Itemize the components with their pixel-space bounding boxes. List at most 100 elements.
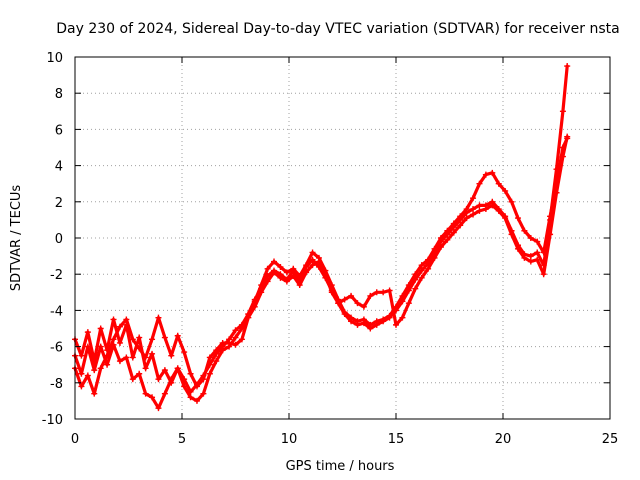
data-point — [527, 258, 534, 265]
data-point — [97, 325, 104, 332]
data-point — [200, 376, 207, 383]
data-point — [290, 267, 297, 274]
data-point — [470, 211, 477, 218]
data-point — [418, 274, 425, 281]
data-point — [412, 285, 419, 292]
data-point — [161, 390, 168, 397]
data-point — [399, 314, 406, 321]
data-point — [187, 394, 194, 401]
data-point — [457, 222, 464, 229]
data-point — [84, 372, 91, 379]
data-point — [564, 63, 571, 70]
data-point — [271, 258, 278, 265]
data-point — [213, 358, 220, 365]
data-point — [123, 354, 130, 361]
data-point — [206, 370, 213, 377]
data-point — [155, 314, 162, 321]
data-point — [232, 341, 239, 348]
data-point — [367, 325, 374, 332]
data-point — [303, 263, 310, 270]
data-point — [232, 334, 239, 341]
data-point — [78, 383, 85, 390]
data-point — [328, 289, 335, 296]
data-point — [348, 292, 355, 299]
data-point — [482, 206, 489, 213]
data-point — [405, 300, 412, 307]
data-point — [425, 265, 432, 272]
data-point — [521, 254, 528, 261]
data-point — [534, 256, 541, 263]
data-point — [508, 231, 515, 238]
data-point — [110, 336, 117, 343]
data-point — [84, 329, 91, 336]
x-tick-label: 5 — [178, 432, 186, 447]
y-tick-label: -6 — [50, 341, 63, 356]
data-point — [149, 350, 156, 357]
grid — [75, 57, 610, 419]
data-point — [226, 339, 233, 346]
data-point — [283, 269, 290, 276]
data-point — [373, 289, 380, 296]
data-point — [78, 370, 85, 377]
series-line-track-2 — [73, 64, 569, 410]
x-tick-label: 10 — [281, 432, 298, 447]
data-point — [437, 244, 444, 251]
x-tick-label: 15 — [388, 432, 405, 447]
x-tick-label: 0 — [71, 432, 79, 447]
data-point — [521, 227, 528, 234]
data-point — [502, 215, 509, 222]
y-tick-label: 0 — [55, 232, 63, 247]
y-axis-label: SDTVAR / TECUs — [9, 185, 24, 292]
data-point — [136, 345, 143, 352]
data-point — [322, 271, 329, 278]
data-point — [559, 153, 566, 160]
data-point — [142, 365, 149, 372]
y-tick-label: 4 — [55, 160, 63, 175]
data-point — [547, 231, 554, 238]
data-point — [296, 282, 303, 289]
data-point — [444, 231, 451, 238]
data-point — [91, 367, 98, 374]
data-point — [309, 256, 316, 263]
data-point — [354, 321, 361, 328]
data-point — [149, 336, 156, 343]
data-point — [418, 267, 425, 274]
data-point — [232, 327, 239, 334]
data-point — [161, 334, 168, 341]
data-point — [200, 390, 207, 397]
data-point — [564, 133, 571, 140]
data-point — [476, 180, 483, 187]
data-point — [463, 209, 470, 216]
data-point — [341, 311, 348, 318]
data-point — [553, 166, 560, 173]
y-tick-label: 8 — [55, 87, 63, 102]
data-point — [78, 352, 85, 359]
x-tick-label: 20 — [495, 432, 512, 447]
data-point — [489, 202, 496, 209]
data-point — [553, 189, 560, 196]
data-point — [463, 215, 470, 222]
data-point — [161, 367, 168, 374]
x-tick-label: 25 — [602, 432, 619, 447]
data-point — [277, 263, 284, 270]
data-point — [341, 296, 348, 303]
data-point — [335, 300, 342, 307]
data-point — [437, 238, 444, 245]
data-point — [219, 339, 226, 346]
data-point — [393, 321, 399, 328]
axes: 0 5 10 15 20 25 -10 -8 -6 -4 -2 0 2 4 6 8 10 — [42, 51, 619, 447]
data-point — [470, 206, 477, 213]
data-point — [155, 405, 162, 412]
data-point — [514, 245, 521, 252]
data-point — [380, 318, 387, 325]
data-point — [373, 321, 380, 328]
data-point — [309, 249, 316, 256]
data-point — [457, 216, 464, 223]
data-point — [386, 287, 393, 294]
y-tick-label: 10 — [46, 51, 63, 66]
data-point — [123, 316, 130, 323]
data-point — [206, 354, 213, 361]
y-tick-label: -4 — [50, 304, 63, 319]
data-point — [142, 390, 149, 397]
